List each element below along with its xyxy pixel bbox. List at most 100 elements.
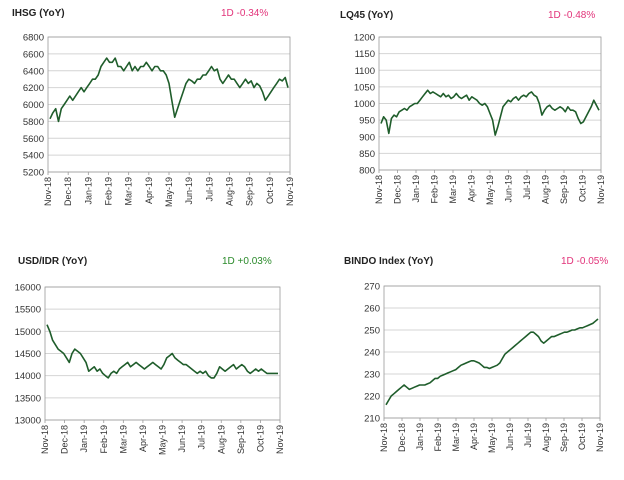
bindo-chart-title: BINDO Index (YoY) (344, 256, 434, 267)
ihsg-x-tick-label: Apr-19 (144, 177, 154, 204)
lq45-y-tick-label: 950 (359, 116, 375, 127)
ihsg-y-tick-label: 5400 (23, 151, 44, 162)
usd-idr-x-tick-label: May-19 (158, 425, 168, 455)
lq45-x-tick-label: Jul-19 (522, 175, 532, 200)
usd-idr-x-tick-label: Nov-19 (275, 425, 285, 454)
lq45-x-tick-label: May-19 (485, 175, 495, 205)
bindo-y-tick-label: 210 (364, 414, 380, 425)
lq45-x-tick-label: Mar-19 (448, 175, 458, 204)
ihsg-x-tick-label: May-19 (164, 177, 174, 207)
lq45-x-tick-label: Oct-19 (578, 175, 588, 202)
bindo-x-tick-label: Jan-19 (415, 423, 425, 451)
bindo-x-tick-label: Apr-19 (469, 423, 479, 450)
lq45-x-tick-label: Sep-19 (559, 175, 569, 204)
lq45-y-tick-label: 1050 (354, 82, 375, 93)
usd-idr-y-tick-label: 14000 (15, 371, 41, 382)
lq45-x-tick-label: Aug-19 (541, 175, 551, 204)
ihsg-chart-title: IHSG (YoY) (12, 8, 65, 19)
usd-idr-y-tick-label: 15000 (15, 327, 41, 338)
bindo-y-tick-label: 250 (364, 326, 380, 337)
ihsg-y-tick-label: 5800 (23, 117, 44, 128)
bindo-series-line (385, 318, 599, 406)
lq45-y-tick-label: 850 (359, 149, 375, 160)
ihsg-x-tick-label: Nov-19 (285, 177, 295, 206)
ihsg-y-tick-label: 6800 (23, 33, 44, 44)
bindo-x-tick-label: May-19 (487, 423, 497, 453)
usd-idr-chart-title: USD/IDR (YoY) (18, 256, 88, 267)
ihsg-y-tick-label: 6400 (23, 66, 44, 77)
bindo-x-tick-label: Jul-19 (523, 423, 533, 448)
bindo-daily-change: 1D -0.05% (561, 256, 609, 267)
lq45-x-tick-label: Nov-19 (596, 175, 606, 204)
bindo-x-tick-label: Oct-19 (577, 423, 587, 450)
lq45-daily-change: 1D -0.48% (548, 10, 596, 21)
usd-idr-x-tick-label: Jun-19 (177, 425, 187, 453)
usd-idr-x-tick-label: Apr-19 (138, 425, 148, 452)
ihsg-y-tick-label: 5200 (23, 168, 44, 179)
chart-panel-lq45: 800 850 900 950 1000 1050 1100 1150 1200 Nov-18 De… (312, 0, 624, 240)
bindo-x-tick-label: Jun-19 (505, 423, 515, 451)
ihsg-x-tick-label: Sep-19 (245, 177, 255, 206)
ihsg-x-tick-label: Jun-19 (184, 177, 194, 205)
usd-idr-series-line (46, 324, 278, 379)
lq45-chart-svg: 800 850 900 950 1000 1050 1100 1150 1200 Nov-18 De… (354, 33, 606, 206)
ihsg-chart-svg: 5200 5400 5600 5800 6000 6200 6400 6600 6800 Nov-… (23, 33, 295, 208)
lq45-y-tick-label: 1000 (354, 99, 375, 110)
bindo-x-tick-label: Feb-19 (433, 423, 443, 452)
lq45-y-tick-label: 1100 (355, 66, 375, 77)
usd-idr-y-tick-label: 14500 (15, 349, 41, 360)
usd-idr-x-tick-label: Aug-19 (216, 425, 226, 454)
bindo-x-tick-label: Sep-19 (559, 423, 569, 452)
ihsg-x-tick-label: Jul-19 (204, 177, 214, 202)
lq45-x-tick-label: Jan-19 (411, 175, 421, 203)
usd-idr-chart-svg: 13000 13500 14000 14500 15000 15500 16000 Nov-1… (15, 283, 285, 456)
lq45-chart-title: LQ45 (YoY) (340, 10, 394, 21)
chart-panel-bindo: 210 220 230 240 250 260 270 Nov-18 Dec-18 Jan-19 F… (312, 240, 624, 480)
usd-idr-x-tick-label: Mar-19 (118, 425, 128, 454)
lq45-x-tick-label: Feb-19 (430, 175, 440, 204)
lq45-x-tick-label: Nov-18 (374, 175, 384, 204)
ihsg-y-tick-label: 5600 (23, 134, 44, 145)
lq45-y-tick-label: 900 (359, 132, 375, 143)
usd-idr-x-tick-label: Oct-19 (255, 425, 265, 452)
usd-idr-y-tick-label: 15500 (15, 305, 41, 316)
lq45-y-tick-label: 1200 (354, 33, 375, 44)
ihsg-x-tick-label: Jan-19 (83, 177, 93, 205)
lq45-x-tick-label: Jun-19 (504, 175, 514, 203)
bindo-y-tick-label: 230 (364, 370, 380, 381)
ihsg-x-tick-label: Feb-19 (104, 177, 114, 206)
ihsg-y-tick-label: 6200 (23, 83, 44, 94)
lq45-y-tick-label: 1150 (355, 49, 375, 60)
ihsg-x-tick-label: Dec-18 (63, 177, 73, 206)
usd-idr-x-tick-label: Feb-19 (99, 425, 109, 454)
lq45-series-line (380, 89, 600, 136)
bindo-x-tick-label: Dec-18 (397, 423, 407, 452)
ihsg-series-line (49, 57, 289, 123)
usd-idr-y-tick-label: 16000 (15, 283, 41, 294)
bindo-x-tick-label: Mar-19 (451, 423, 461, 452)
usd-idr-x-tick-label: Sep-19 (236, 425, 246, 454)
chart-panel-usd-idr: 13000 13500 14000 14500 15000 15500 16000 Nov-1… (0, 240, 312, 480)
usd-idr-daily-change: 1D +0.03% (222, 256, 272, 267)
usd-idr-y-tick-label: 13500 (15, 393, 41, 404)
bindo-x-tick-label: Aug-19 (541, 423, 551, 452)
ihsg-y-tick-label: 6600 (23, 49, 44, 60)
usd-idr-x-tick-label: Jan-19 (79, 425, 89, 453)
lq45-y-tick-label: 800 (359, 166, 375, 177)
usd-idr-x-tick-label: Nov-18 (40, 425, 50, 454)
chart-panel-ihsg: 5200 5400 5600 5800 6000 6200 6400 6600 6800 Nov-… (0, 0, 312, 240)
bindo-y-tick-label: 240 (364, 348, 380, 359)
lq45-x-tick-label: Apr-19 (467, 175, 477, 202)
bindo-y-tick-label: 270 (364, 282, 380, 293)
bindo-x-tick-label: Nov-19 (595, 423, 605, 452)
bindo-x-tick-label: Nov-18 (379, 423, 389, 452)
ihsg-daily-change: 1D -0.34% (221, 8, 269, 19)
usd-idr-x-tick-label: Jul-19 (197, 425, 207, 450)
bindo-chart-svg: 210 220 230 240 250 260 270 Nov-18 Dec-18 Jan-19 F… (364, 282, 605, 454)
ihsg-x-tick-label: Nov-18 (43, 177, 53, 206)
bindo-y-tick-label: 220 (364, 392, 380, 403)
usd-idr-y-tick-label: 13000 (15, 416, 41, 427)
bindo-y-tick-label: 260 (364, 304, 380, 315)
ihsg-x-tick-label: Oct-19 (265, 177, 275, 204)
lq45-x-tick-label: Dec-18 (393, 175, 403, 204)
